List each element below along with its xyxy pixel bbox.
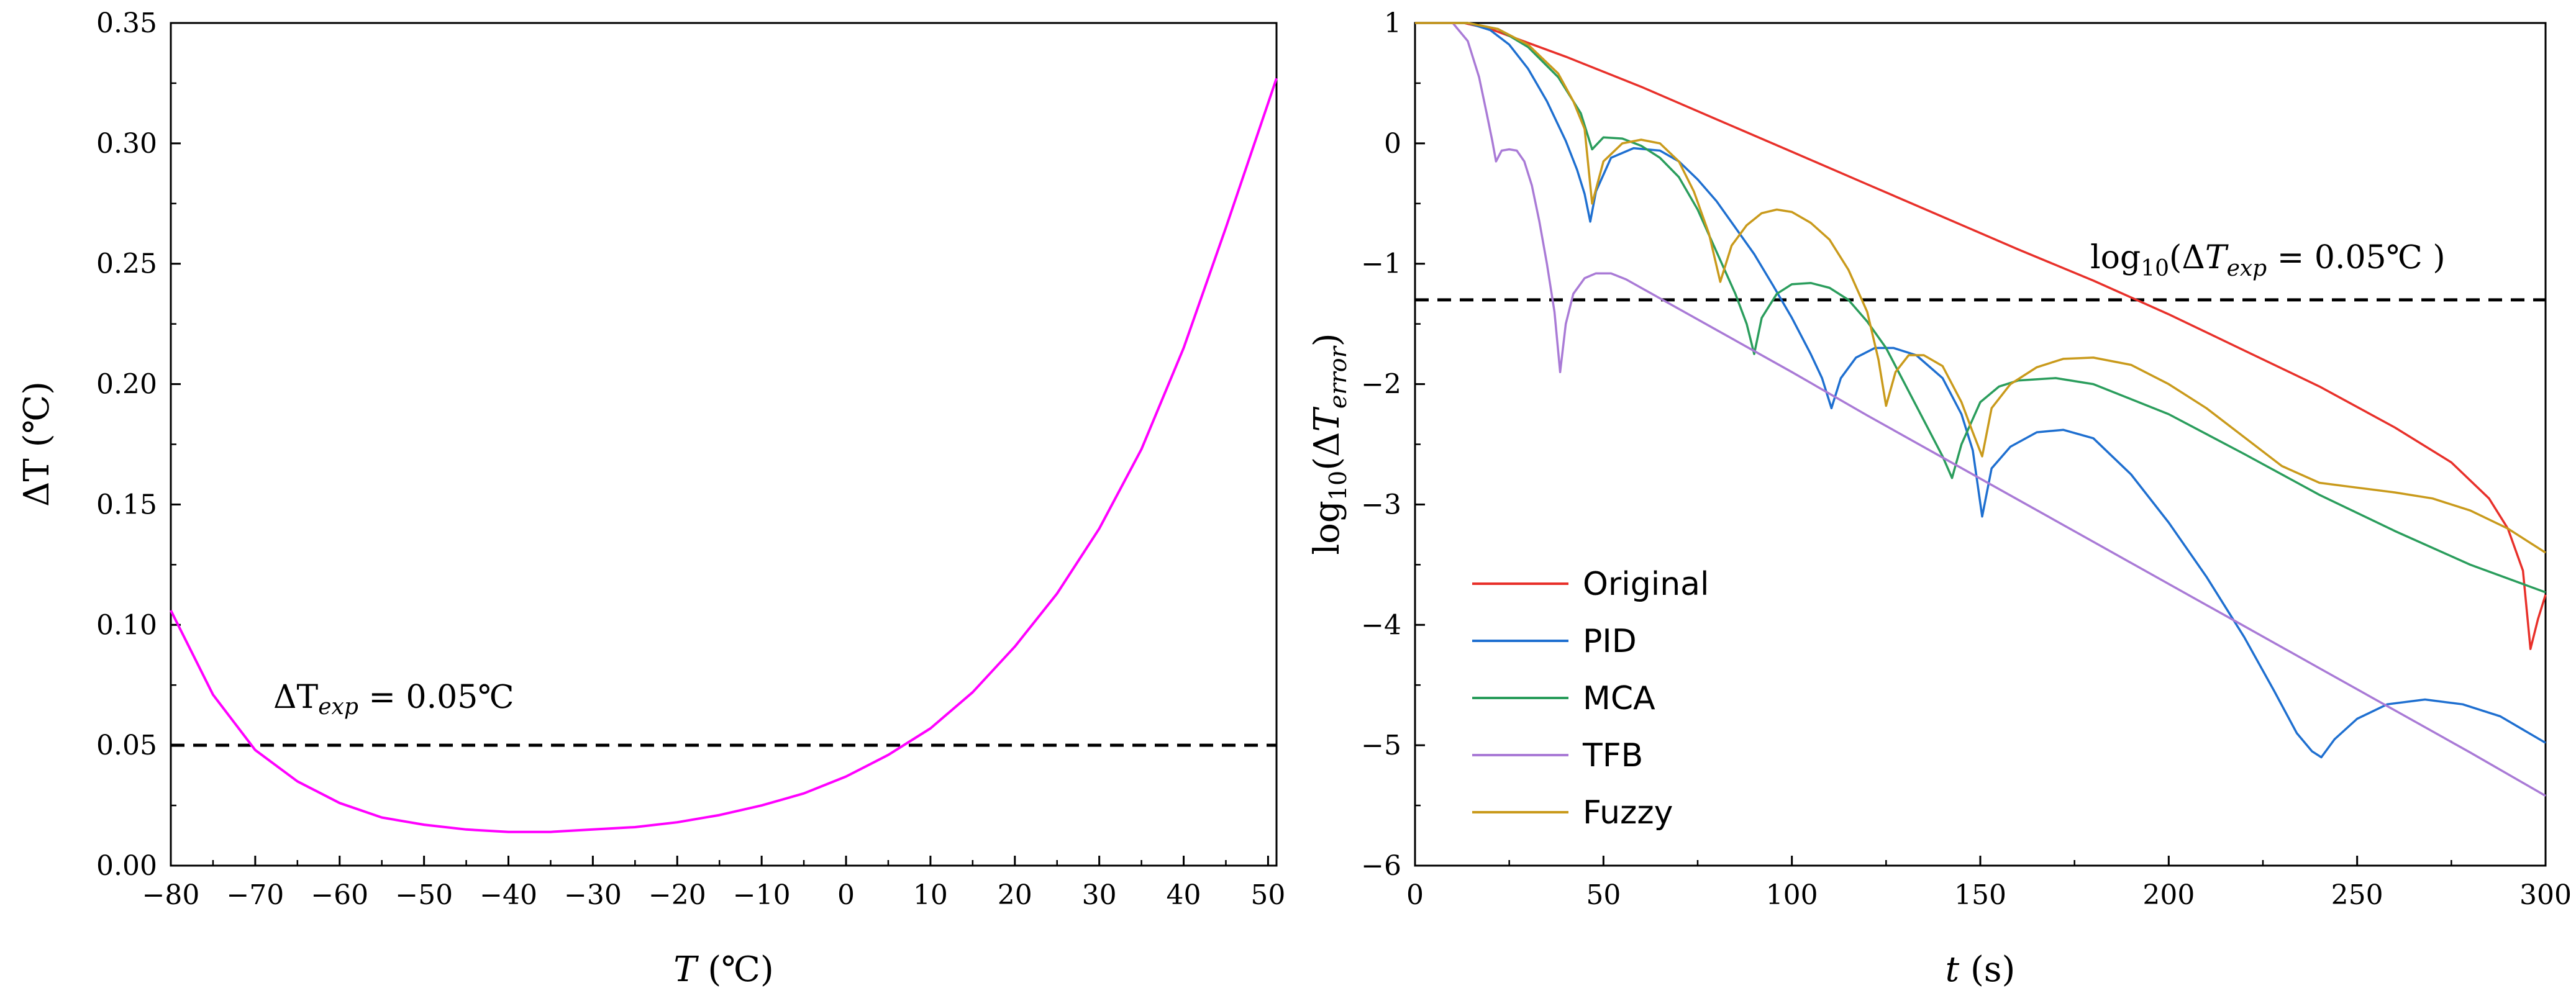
left-x-axis-label: T (℃) bbox=[673, 949, 774, 990]
r-ytick-label-6: −5 bbox=[1361, 730, 1401, 761]
r-ytick-label-2: −1 bbox=[1361, 248, 1401, 280]
l-xtick-label-12: 40 bbox=[1167, 879, 1201, 911]
r-xtick-label-3: 150 bbox=[1954, 879, 2006, 911]
legend-label-fuzzy: Fuzzy bbox=[1583, 794, 1673, 831]
left-series bbox=[170, 78, 1278, 833]
r-ytick-label-0: 1 bbox=[1384, 7, 1401, 39]
right-x-axis-label: t (s) bbox=[1946, 949, 2016, 990]
l-xtick-label-9: 10 bbox=[913, 879, 948, 911]
l-xtick-label-0: −80 bbox=[142, 879, 200, 911]
l-xtick-label-10: 20 bbox=[998, 879, 1032, 911]
r-xtick-label-0: 0 bbox=[1406, 879, 1424, 911]
l-xtick-label-11: 30 bbox=[1082, 879, 1117, 911]
r-xtick-label-5: 250 bbox=[2331, 879, 2383, 911]
r-ytick-label-1: 0 bbox=[1384, 128, 1401, 160]
l-ytick-label-0: 0.00 bbox=[96, 850, 157, 882]
legend-label-pid: PID bbox=[1583, 623, 1637, 660]
l-ytick-label-2: 0.10 bbox=[96, 609, 157, 641]
right-y-axis-label: log10(ΔTerror) bbox=[1307, 333, 1352, 555]
l-xtick-label-8: 0 bbox=[837, 879, 855, 911]
legend-label-tfb: TFB bbox=[1582, 737, 1643, 774]
r-xtick-label-1: 50 bbox=[1586, 879, 1621, 911]
right-legend: Original PID MCA TFB Fuzzy bbox=[1472, 566, 1709, 831]
r-ytick-label-4: −3 bbox=[1361, 489, 1401, 520]
series-line-original bbox=[1415, 22, 2547, 650]
legend-label-original: Original bbox=[1583, 566, 1709, 603]
left-ticks: −80 −70 −60 −50 −40 −30 −20 −10 0 10 20 30 40 50 0.00 0… bbox=[96, 7, 1285, 911]
right-chart: 0 50 100 150 200 250 300 1 0 −1 −2 −3 −4 −5 −6 log10(Δ… bbox=[1307, 7, 2572, 990]
r-ytick-label-3: −2 bbox=[1361, 369, 1401, 401]
series-line-mca bbox=[1415, 22, 2546, 594]
l-ytick-label-4: 0.20 bbox=[96, 369, 157, 401]
l-xtick-label-7: −10 bbox=[733, 879, 791, 911]
l-xtick-label-2: −60 bbox=[311, 879, 368, 911]
l-xtick-label-13: 50 bbox=[1250, 879, 1285, 911]
left-plot-frame bbox=[170, 22, 1278, 867]
r-xtick-label-2: 100 bbox=[1766, 879, 1818, 911]
series-line-tfb bbox=[1415, 22, 2546, 797]
l-ytick-label-6: 0.30 bbox=[96, 128, 157, 160]
series-line-t bbox=[170, 78, 1278, 833]
r-xtick-label-6: 300 bbox=[2519, 879, 2572, 911]
left-y-axis-label: ΔT (℃) bbox=[17, 381, 57, 507]
legend-label-mca: MCA bbox=[1583, 680, 1655, 717]
l-ytick-label-5: 0.25 bbox=[96, 248, 157, 280]
l-xtick-label-4: −40 bbox=[480, 879, 537, 911]
left-annotation: ΔTexp = 0.05℃ bbox=[273, 679, 514, 720]
l-xtick-label-6: −20 bbox=[649, 879, 706, 911]
l-xtick-label-3: −50 bbox=[395, 879, 453, 911]
l-xtick-label-1: −70 bbox=[226, 879, 284, 911]
l-ytick-label-7: 0.35 bbox=[96, 7, 157, 39]
right-annotation: log10(ΔTexp = 0.05℃ ) bbox=[2090, 239, 2446, 281]
l-ytick-label-1: 0.05 bbox=[96, 730, 157, 761]
r-xtick-label-4: 200 bbox=[2142, 879, 2195, 911]
left-chart: −80 −70 −60 −50 −40 −30 −20 −10 0 10 20 30 40 50 0.00 0… bbox=[17, 7, 1285, 990]
right-ticks: 0 50 100 150 200 250 300 1 0 −1 −2 −3 −4 −5 −6 bbox=[1361, 7, 2572, 911]
r-ytick-label-7: −6 bbox=[1361, 850, 1401, 882]
l-xtick-label-5: −30 bbox=[564, 879, 622, 911]
right-series bbox=[1415, 22, 2547, 797]
r-ytick-label-5: −4 bbox=[1361, 609, 1401, 641]
series-line-fuzzy bbox=[1415, 22, 2546, 554]
l-ytick-label-3: 0.15 bbox=[96, 489, 157, 520]
